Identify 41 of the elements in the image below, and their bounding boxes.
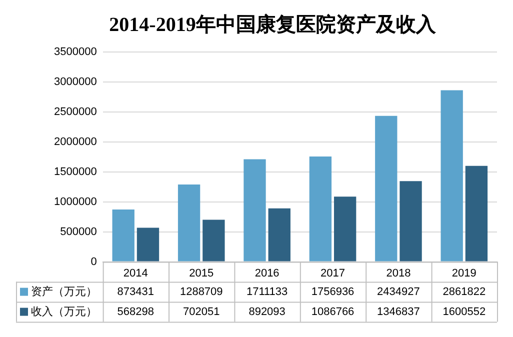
y-tick-label: 2000000 [54, 136, 97, 148]
y-tick-label: 3000000 [54, 76, 97, 88]
bar [202, 220, 225, 262]
bar [465, 166, 488, 262]
data-label: 2434927 [377, 286, 420, 298]
bar [112, 209, 134, 262]
data-label: 873431 [117, 286, 154, 298]
bar [400, 181, 422, 262]
x-tick-label: 2017 [320, 267, 345, 280]
bar [178, 184, 200, 262]
bar [244, 159, 266, 262]
x-tick-label: 2018 [386, 267, 411, 280]
data-label: 702051 [183, 306, 220, 318]
legend-label: 收入（万元） [31, 304, 97, 318]
data-label: 568298 [117, 306, 154, 318]
chart-title: 2014-2019年中国康复医院资产及收入 [109, 13, 437, 36]
data-label: 2861822 [442, 286, 486, 298]
data-label: 1600552 [442, 306, 486, 318]
x-tick-label: 2014 [123, 267, 148, 280]
data-label: 1346837 [377, 306, 420, 318]
x-tick-label: 2019 [452, 267, 476, 280]
y-tick-label: 2500000 [54, 106, 97, 118]
data-label: 1756936 [311, 286, 354, 298]
y-tick-label: 500000 [60, 226, 97, 238]
bar [136, 228, 160, 262]
bar [440, 90, 463, 262]
data-label: 1711133 [246, 286, 288, 298]
legend-label: 资产（万元） [31, 284, 97, 298]
bar [268, 208, 290, 262]
bar [309, 156, 332, 262]
y-tick-label: 1000000 [54, 196, 97, 208]
x-tick-label: 2016 [254, 267, 280, 280]
data-label: 1288709 [180, 286, 223, 298]
y-tick-label: 1500000 [54, 166, 97, 178]
x-tick-label: 2015 [189, 267, 214, 280]
bar [375, 116, 398, 262]
data-label: 892093 [248, 306, 286, 318]
y-tick-label: 3500000 [54, 46, 97, 58]
data-label: 1086766 [311, 306, 354, 318]
bar [334, 196, 356, 262]
y-tick-label: 0 [90, 256, 97, 268]
